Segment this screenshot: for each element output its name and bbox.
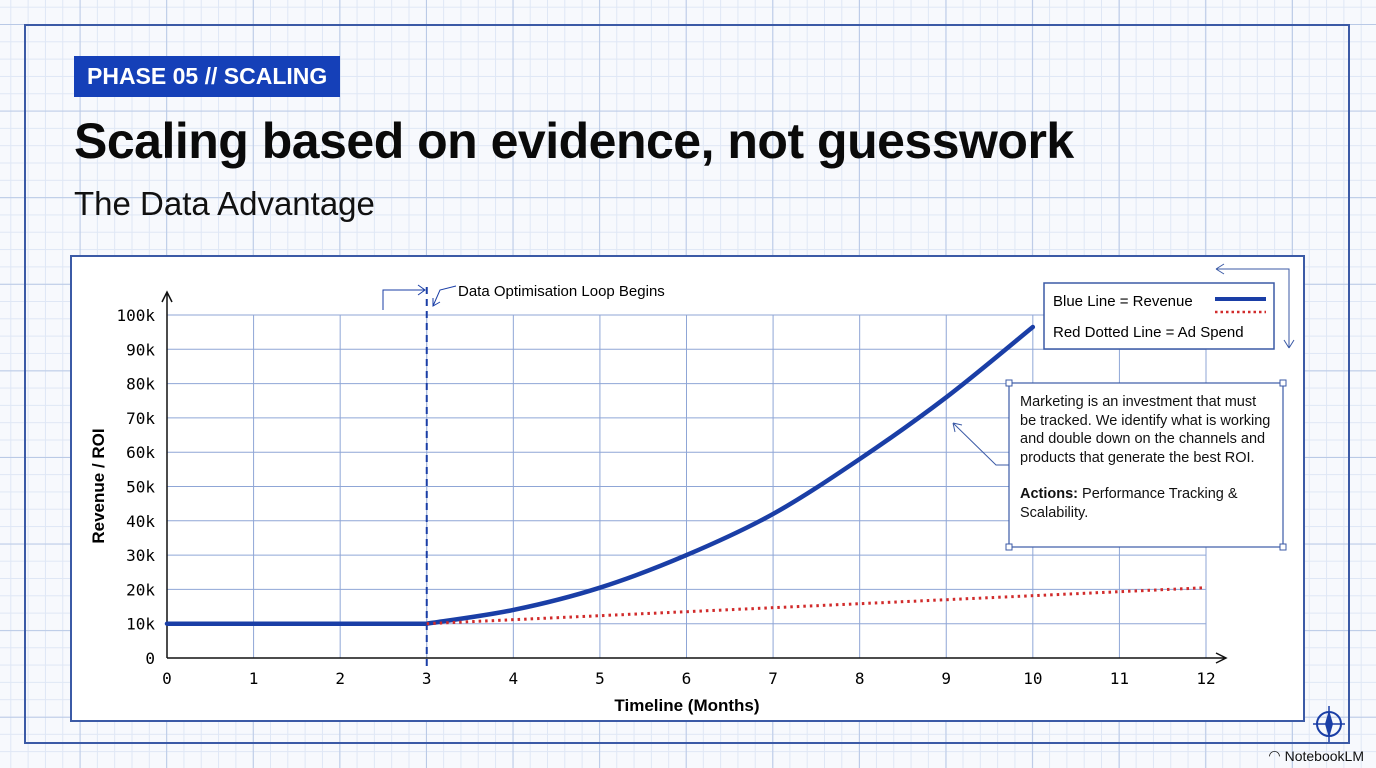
- x-tick-label: 2: [335, 669, 345, 688]
- series: [164, 324, 1207, 626]
- legend-revenue: Blue Line = Revenue: [1053, 293, 1193, 310]
- x-tick-label: 0: [162, 669, 172, 688]
- callout-box: [1008, 382, 1284, 548]
- x-axis-label: Timeline (Months): [614, 696, 759, 715]
- marker-label: Data Optimisation Loop Begins: [458, 283, 665, 300]
- dimension-arrow-icon: [1215, 263, 1295, 349]
- callout-text: Marketing is an investment that must be …: [1020, 393, 1276, 522]
- x-tick-label: 9: [941, 669, 951, 688]
- x-tick-label: 1: [249, 669, 259, 688]
- y-tick-label: 0: [145, 649, 155, 668]
- ticks: 0 1 2 3 4 5 6 7 8 9 10 11 12010k20k30k40k50k60k70k80…: [116, 306, 1215, 688]
- y-tick-label: 90k: [126, 340, 155, 359]
- series-line-ad-spend: [426, 586, 1207, 626]
- page-subtitle: The Data Advantage: [74, 185, 375, 222]
- phase-badge: PHASE 05 // SCALING: [74, 56, 341, 97]
- x-tick-label: 5: [595, 669, 605, 688]
- brand-logo: ◠ NotebookLM: [1268, 747, 1364, 764]
- x-tick-label: 11: [1110, 669, 1129, 688]
- x-tick-label: 4: [509, 669, 519, 688]
- page-title: Scaling based on evidence, not guesswork: [74, 113, 1074, 169]
- legend-box: [1043, 282, 1275, 350]
- y-tick-label: 50k: [126, 478, 155, 497]
- series-line-revenue: [164, 324, 1036, 626]
- axes: [161, 285, 1228, 666]
- y-tick-label: 30k: [126, 546, 155, 565]
- y-tick-label: 60k: [126, 443, 155, 462]
- y-tick-label: 10k: [126, 615, 155, 634]
- x-tick-label: 6: [682, 669, 692, 688]
- notebooklm-icon: ◠: [1268, 747, 1281, 763]
- marker-arrow-icon: [382, 284, 457, 310]
- y-tick-label: 80k: [126, 375, 155, 394]
- x-tick-label: 8: [855, 669, 865, 688]
- y-tick-label: 100k: [116, 306, 155, 325]
- callout-pointer: [952, 422, 1009, 466]
- callout-actions: Actions: Performance Tracking & Scalabil…: [1020, 486, 1238, 521]
- y-tick-label: 70k: [126, 409, 155, 428]
- y-tick-label: 20k: [126, 580, 155, 599]
- y-tick-label: 40k: [126, 512, 155, 531]
- callout-body: Marketing is an investment that must be …: [1020, 394, 1271, 466]
- x-tick-label: 3: [422, 669, 432, 688]
- legend-ad-spend: Red Dotted Line = Ad Spend: [1053, 324, 1244, 341]
- y-axis: [161, 290, 173, 658]
- x-tick-label: 12: [1196, 669, 1215, 688]
- x-tick-label: 10: [1023, 669, 1042, 688]
- blueprint-frame: [24, 24, 1350, 744]
- x-axis: [167, 652, 1228, 664]
- x-tick-label: 7: [768, 669, 778, 688]
- y-axis-label: Revenue / ROI: [89, 428, 108, 543]
